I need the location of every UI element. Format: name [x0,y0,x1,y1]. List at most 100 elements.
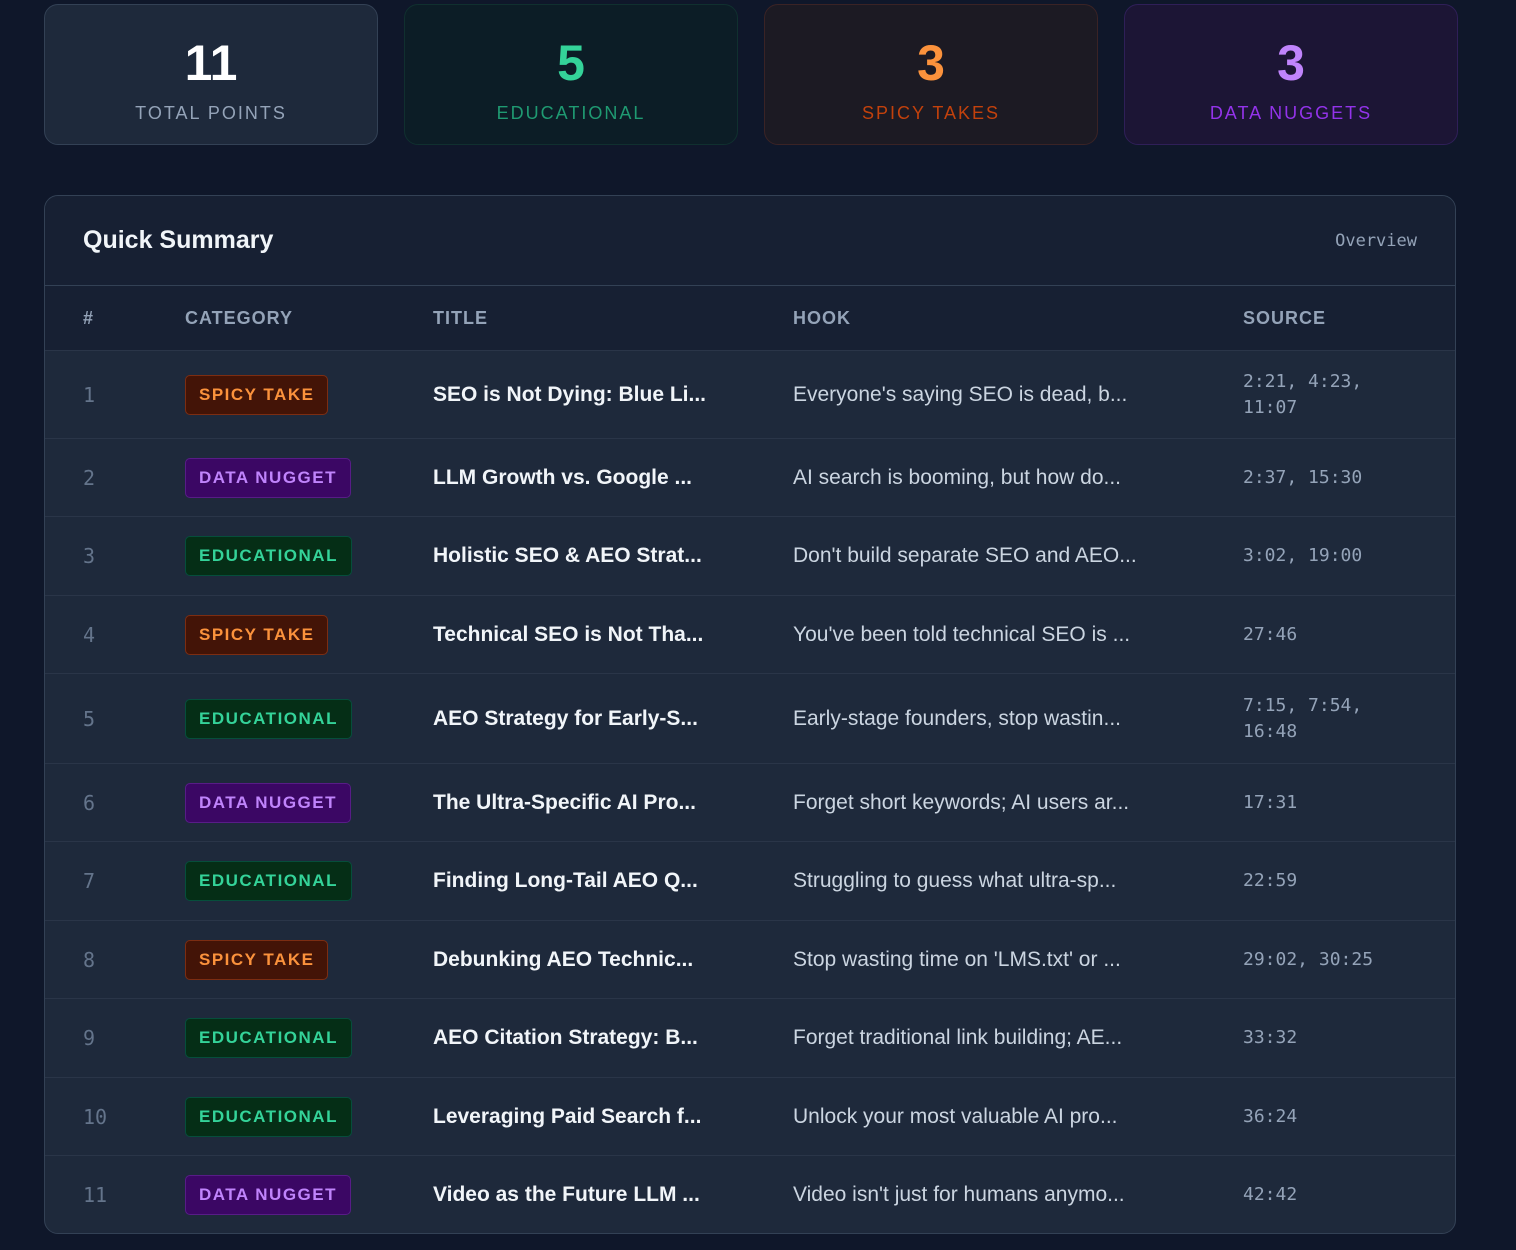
row-source: 29:02, 30:25 [1243,948,1374,970]
category-badge: EDUCATIONAL [185,536,352,576]
row-title: Holistic SEO & AEO Strat... [433,544,702,567]
stat-card-data: 3 DATA NUGGETS [1124,4,1458,145]
row-number: 9 [83,1026,96,1050]
category-cell: DATA NUGGET [185,782,352,823]
table-header: # CATEGORY TITLE HOOK SOURCE [45,286,1455,350]
row-title: LLM Growth vs. Google ... [433,465,693,489]
column-header-num: # [83,307,95,328]
row-source: 3:02, 19:00 [1243,545,1363,566]
row-title: Technical SEO is Not Tha... [433,622,704,646]
row-hook: Stop wasting time on 'LMS.txt' or ... [793,947,1121,971]
category-cell: EDUCATIONAL [185,1018,352,1058]
table-row[interactable]: 11 DATA NUGGET Video as the Future LLM ...… [45,1155,1455,1233]
category-badge: EDUCATIONAL [185,861,352,901]
row-hook: Forget traditional link building; AE... [793,1026,1123,1049]
table-row[interactable]: 6 DATA NUGGET The Ultra-Specific AI Pro...… [45,763,1455,841]
row-hook: Don't build separate SEO and AEO... [793,544,1137,567]
table-row[interactable]: 5 EDUCATIONAL AEO Strategy for Early-S... E… [45,673,1455,763]
stat-card-educational: 5 EDUCATIONAL [404,4,738,145]
stat-value: 3 [917,35,945,91]
category-cell: EDUCATIONAL [185,861,352,901]
table-body: 1 SPICY TAKE SEO is Not Dying: Blue Li... E… [45,350,1455,1233]
category-badge: DATA NUGGET [185,1174,352,1215]
row-hook: Forget short keywords; AI users ar... [793,790,1130,814]
row-title: Leveraging Paid Search f... [433,1104,702,1128]
row-number: 1 [83,382,96,407]
column-header-hook: HOOK [793,307,851,328]
stat-label: SPICY TAKES [861,103,1001,123]
row-number: 3 [83,544,96,568]
table-row[interactable]: 2 DATA NUGGET LLM Growth vs. Google ... AI … [45,438,1455,516]
category-badge: SPICY TAKE [185,614,329,655]
category-badge: DATA NUGGET [185,782,352,823]
category-badge: EDUCATIONAL [185,1018,352,1058]
category-cell: EDUCATIONAL [185,536,352,576]
column-header-title: TITLE [433,307,488,328]
row-title: AEO Strategy for Early-S... [433,706,698,730]
row-number: 11 [83,1182,108,1207]
table-row[interactable]: 10 EDUCATIONAL Leveraging Paid Search f...… [45,1077,1455,1155]
row-source: 42:42 [1243,1183,1298,1205]
stat-card-total: 11 TOTAL POINTS [44,4,378,145]
column-header-source: SOURCE [1243,307,1327,328]
category-cell: SPICY TAKE [185,374,329,415]
category-badge: DATA NUGGET [185,457,352,498]
row-number: 8 [83,947,96,972]
row-title: The Ultra-Specific AI Pro... [433,790,696,814]
table-row[interactable]: 4 SPICY TAKE Technical SEO is Not Tha... Yo… [45,595,1455,673]
summary-panel: Quick Summary Overview # CATEGORY TITLE … [44,195,1456,1234]
row-title: Video as the Future LLM ... [433,1182,700,1206]
table-row[interactable]: 7 EDUCATIONAL Finding Long-Tail AEO Q... St… [45,841,1455,920]
row-number: 6 [83,790,96,815]
panel-tag: Overview [1335,230,1417,251]
row-source: 36:24 [1243,1105,1298,1127]
stat-card-spicy: 3 SPICY TAKES [764,4,1098,145]
table-row[interactable]: 9 EDUCATIONAL AEO Citation Strategy: B... F… [45,998,1455,1077]
row-source: 22:59 [1243,870,1298,891]
stat-label: DATA NUGGETS [1209,103,1373,123]
row-title: AEO Citation Strategy: B... [433,1026,698,1049]
stat-label: TOTAL POINTS [135,103,287,123]
category-cell: EDUCATIONAL [185,1096,352,1137]
stat-value: 11 [184,35,238,91]
row-hook: Everyone's saying SEO is dead, b... [793,382,1128,406]
row-hook: AI search is booming, but how do... [793,465,1122,489]
stat-value: 5 [557,35,585,91]
row-source: 7:15, 7:54, 16:48 [1243,694,1363,742]
row-number: 4 [83,622,96,647]
category-cell: DATA NUGGET [185,457,352,498]
category-cell: SPICY TAKE [185,939,329,980]
row-source: 27:46 [1243,623,1298,645]
row-number: 5 [83,706,96,731]
category-cell: DATA NUGGET [185,1174,352,1215]
row-title: Finding Long-Tail AEO Q... [433,869,698,892]
row-number: 2 [83,465,96,490]
table-row[interactable]: 1 SPICY TAKE SEO is Not Dying: Blue Li... E… [45,350,1455,438]
row-hook: Unlock your most valuable AI pro... [793,1104,1118,1128]
stat-label: EDUCATIONAL [496,103,646,123]
row-hook: Video isn't just for humans anymo... [793,1182,1125,1206]
stat-value: 3 [1277,35,1305,91]
category-badge: EDUCATIONAL [185,698,352,739]
row-source: 17:31 [1243,791,1298,813]
category-cell: EDUCATIONAL [185,698,352,739]
row-source: 2:21, 4:23, 11:07 [1243,370,1363,418]
panel-title: Quick Summary [83,226,274,254]
row-title: SEO is Not Dying: Blue Li... [433,382,707,406]
row-hook: You've been told technical SEO is ... [793,622,1131,646]
category-badge: EDUCATIONAL [185,1096,352,1137]
category-badge: SPICY TAKE [185,374,329,415]
table-row[interactable]: 8 SPICY TAKE Debunking AEO Technic... Stop … [45,920,1455,998]
row-source: 33:32 [1243,1027,1298,1048]
column-header-category: CATEGORY [185,307,294,328]
row-title: Debunking AEO Technic... [433,947,694,971]
stats-bar: 11 TOTAL POINTS 5 EDUCATIONAL 3 SPICY TA… [44,4,1458,145]
row-number: 7 [83,869,96,893]
panel-header: Quick Summary Overview [45,196,1455,286]
category-badge: SPICY TAKE [185,939,329,980]
row-number: 10 [83,1104,108,1129]
table-row[interactable]: 3 EDUCATIONAL Holistic SEO & AEO Strat... D… [45,516,1455,595]
category-cell: SPICY TAKE [185,614,329,655]
row-hook: Early-stage founders, stop wastin... [793,706,1121,730]
row-source: 2:37, 15:30 [1243,466,1363,488]
